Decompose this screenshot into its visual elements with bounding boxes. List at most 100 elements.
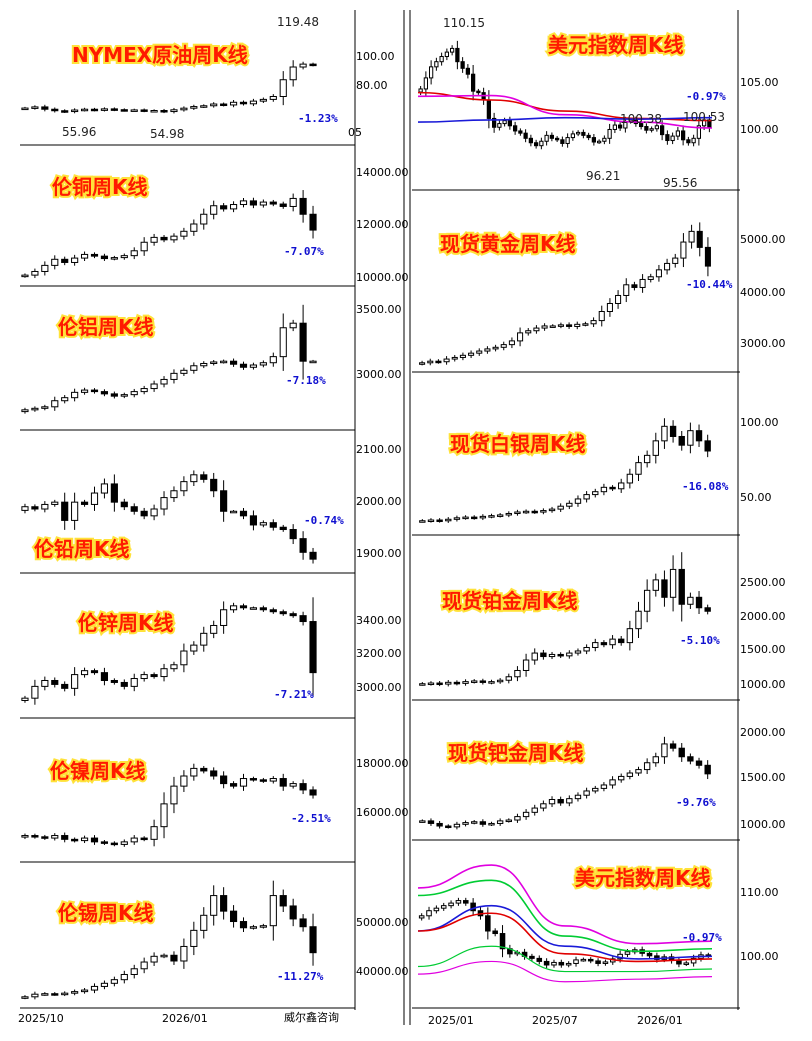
candle-body (249, 515, 258, 526)
candle-tin-20 (220, 887, 228, 920)
candle-body (590, 320, 597, 325)
chart-title-lead: 伦铅周K线 (34, 537, 130, 561)
candle-palladium-21 (600, 782, 608, 792)
y-tick-lead-1: 2000.00 (356, 495, 402, 508)
candle-lead-9 (110, 474, 118, 512)
candle-body (505, 819, 512, 823)
candle-palladium-33 (704, 760, 711, 780)
candle-palladium-18 (574, 792, 582, 802)
candle-body (557, 799, 564, 804)
source-credit: 威尔鑫咨询 (284, 1010, 339, 1024)
candle-body (541, 325, 548, 329)
candle-oil-17 (190, 104, 198, 110)
candle-body (61, 501, 69, 521)
candle-tin-10 (120, 970, 128, 984)
candle-body (497, 123, 502, 128)
candle-lead-17 (190, 470, 198, 487)
candle-gold-17 (557, 322, 564, 329)
candle-body (631, 284, 638, 288)
candle-nickel-3 (51, 833, 59, 841)
candle-body (479, 821, 487, 825)
candle-body (299, 918, 307, 928)
candle-body (80, 670, 89, 676)
y-tick-platinum-1: 2000.00 (740, 610, 786, 623)
chart-lead: 伦铅周K线 -0.74% 2100.00 2000.00 1900.00 (21, 443, 402, 564)
candle-dxy-1 (423, 71, 429, 96)
y-tick-gold-2: 3000.00 (740, 337, 786, 350)
candle-oil-25 (269, 94, 277, 102)
candle-nickel-9 (110, 841, 118, 847)
candle-body (80, 837, 89, 842)
candle-gold-6 (468, 350, 475, 359)
candle-body (90, 985, 99, 991)
x-label-right-0: 2025/01 (428, 1014, 474, 1027)
candle-body (190, 929, 198, 947)
candle-copper-23 (249, 197, 258, 209)
candle-body (21, 697, 29, 701)
y-tick-copper-2: 10000.00 (356, 271, 409, 284)
candle-zinc-1 (31, 679, 39, 705)
candle-dxy_bands-10 (492, 928, 498, 937)
candle-body (259, 201, 267, 206)
candle-nickel-10 (120, 839, 128, 847)
candle-silver-3 (445, 517, 452, 523)
candle-nickel-29 (309, 786, 317, 799)
candle-body (496, 820, 504, 824)
candle-body (595, 960, 601, 964)
candle-body (669, 568, 677, 598)
candle-body (190, 474, 198, 483)
candle-body (486, 99, 492, 119)
candle-body (210, 895, 218, 916)
candle-oil-20 (220, 102, 228, 107)
candle-body (309, 789, 317, 796)
candle-body (626, 473, 634, 484)
candle-oil-3 (51, 107, 59, 113)
candle-tin-15 (170, 951, 178, 965)
candle-body (683, 962, 690, 965)
candle-tin-28 (299, 914, 307, 932)
candle-dxy_bands-23 (587, 957, 594, 964)
candle-gold-15 (541, 323, 548, 331)
candle-gold-30 (664, 258, 671, 275)
annotation-dxy-0: 110.15 (443, 16, 485, 30)
candle-gold-24 (615, 290, 622, 309)
candle-body (150, 110, 158, 113)
candle-body (279, 611, 287, 615)
candle-body (484, 348, 491, 352)
chart-title-platinum: 现货铂金周K线 (442, 589, 578, 613)
candle-lead-20 (220, 480, 228, 522)
candle-gold-29 (655, 264, 662, 282)
candle-body (687, 756, 694, 762)
candle-body (31, 270, 39, 276)
candle-body (600, 486, 608, 493)
candle-body (688, 230, 695, 243)
candle-body (120, 841, 128, 845)
candle-silver-0 (419, 519, 426, 523)
change-label-platinum: -5.10% (680, 634, 720, 647)
candle-palladium-0 (419, 819, 426, 823)
candle-nickel-13 (150, 819, 158, 847)
candle-nickel-14 (160, 792, 168, 839)
candle-body (71, 838, 79, 842)
candle-body (635, 462, 642, 475)
candle-body (299, 63, 307, 68)
candle-body (529, 955, 535, 959)
candle-oil-0 (21, 106, 29, 111)
candle-body (220, 490, 228, 512)
candle-body (505, 676, 512, 681)
candle-dxy-2 (428, 60, 434, 85)
candle-tin-1 (31, 991, 39, 1000)
candle-body (443, 358, 450, 363)
candle-dxy_bands-6 (462, 897, 469, 906)
candle-body (690, 957, 697, 964)
candle-body (435, 360, 442, 364)
candle-zinc-19 (210, 620, 218, 639)
candle-body (170, 954, 178, 962)
candle-body (200, 474, 208, 480)
candle-silver-17 (566, 500, 573, 510)
candle-body (638, 123, 644, 128)
candle-oil-22 (239, 100, 248, 106)
candle-aluminum-0 (21, 407, 29, 414)
candle-body (533, 142, 539, 147)
candle-aluminum-24 (259, 360, 267, 368)
